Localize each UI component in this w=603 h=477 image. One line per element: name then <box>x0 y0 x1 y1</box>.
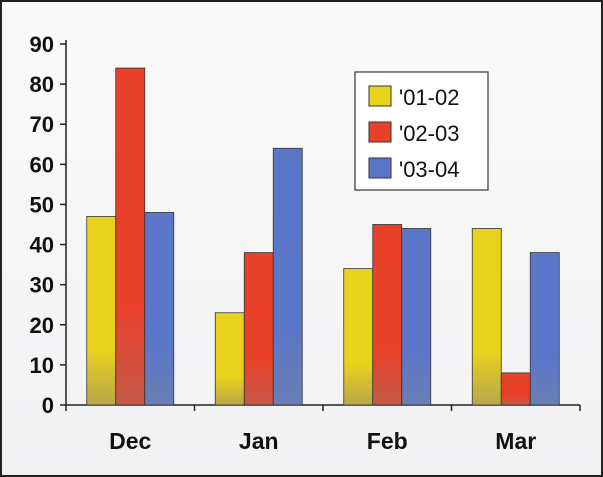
bar-0203-dec <box>115 67 146 406</box>
bar-0304-dec <box>144 212 175 406</box>
y-tick-label: 0 <box>42 393 54 418</box>
bar-0203-feb <box>372 224 403 406</box>
legend-swatch <box>368 157 392 179</box>
y-tick-label: 90 <box>30 32 54 57</box>
x-tick-label: Mar <box>495 428 536 454</box>
bar-0102-jan <box>214 312 245 406</box>
x-tick-label: Dec <box>109 428 151 454</box>
bar-0304-feb <box>401 228 432 406</box>
y-tick-label: 10 <box>30 353 54 378</box>
legend-label: '01-02 <box>399 85 459 110</box>
bar-0102-dec <box>86 216 117 406</box>
x-tick-label: Feb <box>367 428 408 454</box>
bar-0203-mar <box>500 372 531 406</box>
y-tick-label: 20 <box>30 313 54 338</box>
legend-label: '03-04 <box>399 157 459 182</box>
legend: '01-02 '02-03 '03-04 <box>354 71 489 191</box>
y-tick-label: 70 <box>30 112 54 137</box>
y-tick-label: 30 <box>30 273 54 298</box>
y-tick-label: 80 <box>30 72 54 97</box>
x-tick-label: Jan <box>239 428 279 454</box>
bar-0102-feb <box>343 268 374 406</box>
bar-0102-mar <box>471 228 502 406</box>
legend-label: '02-03 <box>399 121 459 146</box>
y-tick-label: 40 <box>30 233 54 258</box>
bar-0304-mar <box>529 252 560 406</box>
bars <box>86 67 560 406</box>
y-tick-label: 50 <box>30 192 54 217</box>
axes: 0 10 20 30 40 50 60 70 80 90 Dec Jan Feb Mar <box>30 32 581 454</box>
bar-0304-jan <box>272 147 303 406</box>
legend-swatch <box>368 121 392 143</box>
y-tick-label: 60 <box>30 152 54 177</box>
legend-swatch <box>368 85 392 107</box>
bar-0203-jan <box>243 252 274 406</box>
